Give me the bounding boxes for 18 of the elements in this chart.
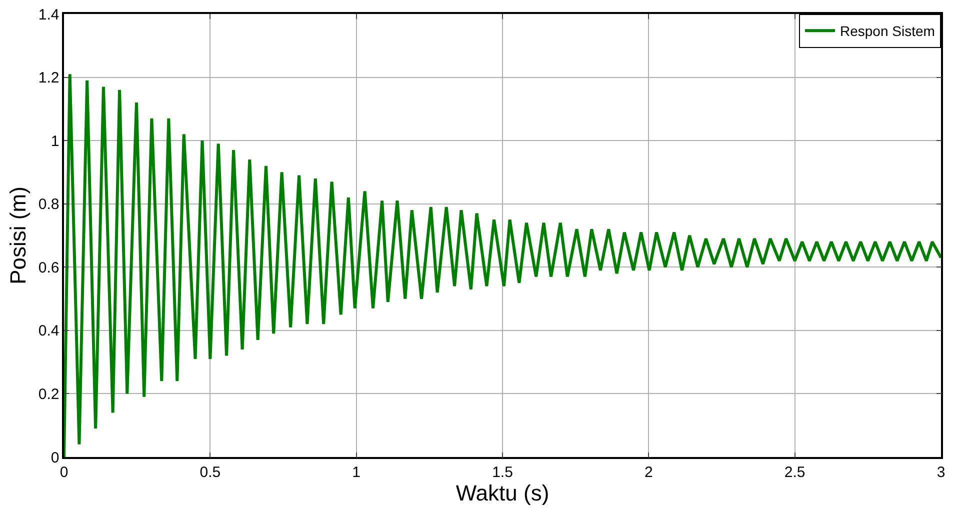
x-tick-label: 1 <box>352 464 360 481</box>
x-tick-label: 1.5 <box>492 464 513 481</box>
y-axis-title: Posisi (m) <box>6 186 31 284</box>
line-series <box>64 72 941 457</box>
y-tick-label: 0 <box>50 449 60 466</box>
y-tick-label: 1.4 <box>38 6 60 24</box>
x-axis-title: Waktu (s) <box>456 480 550 506</box>
y-tick-label: 0.6 <box>38 259 60 276</box>
x-tick-label: 2 <box>644 464 653 481</box>
legend-label: Respon Sistem <box>840 23 935 40</box>
y-tick-label: 1.2 <box>38 70 60 87</box>
y-tick-label: 1 <box>50 132 60 150</box>
y-tick-label: 0.2 <box>38 386 60 403</box>
y-tick-label: 0.8 <box>38 196 60 214</box>
y-tick-label: 0.4 <box>38 322 60 340</box>
x-tick-label: 3 <box>936 464 946 481</box>
x-tick-label: 0.5 <box>200 464 221 481</box>
x-tick-label: 2.5 <box>784 464 806 481</box>
